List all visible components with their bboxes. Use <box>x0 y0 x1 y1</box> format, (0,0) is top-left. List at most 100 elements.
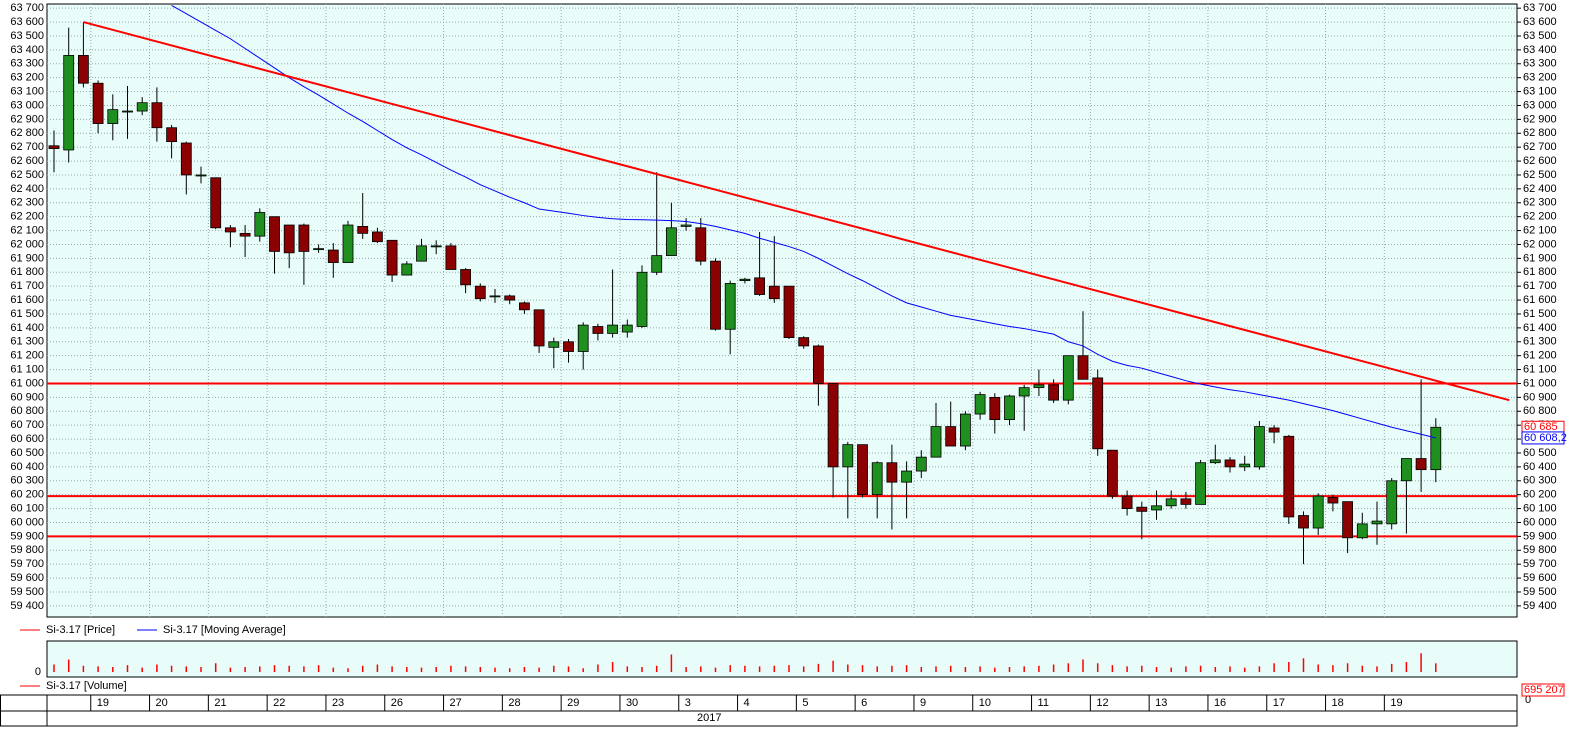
y-tick-label: 61 700 <box>1523 280 1557 292</box>
y-tick-label: 62 600 <box>1523 155 1557 167</box>
x-tick-label: 27 <box>450 697 462 709</box>
candle-body <box>107 109 119 124</box>
candle-body <box>915 456 927 472</box>
y-tick-label: 60 200 <box>10 489 44 501</box>
candle-body <box>989 396 1001 421</box>
candle-body <box>357 226 369 234</box>
y-tick-label: 60 000 <box>10 516 44 528</box>
x-tick-label: 3 <box>685 697 691 709</box>
candle-body <box>960 413 971 447</box>
y-tick-label: 61 400 <box>1523 322 1557 334</box>
candle-body <box>1018 387 1030 397</box>
candle-body <box>92 82 104 124</box>
y-tick-label: 59 900 <box>10 530 44 542</box>
candle-body <box>577 324 589 352</box>
y-tick-label: 61 900 <box>10 252 44 264</box>
x-tick-label: 11 <box>1038 697 1049 709</box>
y-tick-label: 61 600 <box>10 294 44 306</box>
value-label: 60 685 <box>1524 421 1558 433</box>
candle-body <box>1254 426 1265 468</box>
y-tick-label: 62 900 <box>10 113 44 125</box>
candle-body <box>680 224 692 227</box>
candle-body <box>651 255 663 273</box>
candle-body <box>1386 480 1398 525</box>
candle-body <box>78 55 89 84</box>
legend-label: Si-3.17 [Volume] <box>46 680 127 692</box>
candle-body <box>180 142 192 176</box>
candle-body <box>210 177 222 229</box>
volume-tick-label: 0 <box>35 666 41 678</box>
candle-body <box>1298 515 1309 529</box>
y-tick-label: 62 200 <box>10 211 44 223</box>
y-tick-label: 61 200 <box>1523 350 1557 362</box>
candle-body <box>1283 435 1295 518</box>
candle-body <box>1165 498 1177 507</box>
candle-body <box>371 231 383 243</box>
candle-body <box>886 462 898 483</box>
value-box <box>1521 683 1565 697</box>
y-tick-label: 61 300 <box>10 336 44 348</box>
candle-body <box>1430 426 1442 471</box>
y-tick-label: 59 900 <box>1523 530 1557 542</box>
candle-body <box>768 285 780 300</box>
candle-body <box>1121 495 1133 509</box>
y-tick-label: 61 800 <box>1523 266 1557 278</box>
candle-body <box>1092 377 1104 450</box>
candle-body <box>401 263 413 276</box>
candle-body <box>239 232 251 237</box>
y-tick-label: 61 100 <box>1523 363 1557 375</box>
y-tick-label: 60 200 <box>1523 489 1557 501</box>
y-tick-label: 62 000 <box>1523 238 1557 250</box>
candle-body <box>519 302 530 311</box>
candle-body <box>857 444 868 496</box>
candle-body <box>563 341 574 352</box>
candle-body <box>1209 459 1221 464</box>
x-tick-label: 23 <box>332 697 344 709</box>
y-tick-label: 63 500 <box>1523 30 1557 42</box>
candle-body <box>533 309 545 347</box>
y-tick-label: 63 600 <box>10 16 44 28</box>
y-tick-label: 60 300 <box>1523 475 1557 487</box>
candle-body <box>945 426 957 447</box>
plot-layer <box>47 4 1517 617</box>
y-tick-label: 59 800 <box>1523 544 1557 556</box>
candle-body <box>636 271 648 327</box>
y-tick-label: 63 500 <box>10 30 44 42</box>
candle-body <box>1151 505 1162 511</box>
y-tick-label: 62 500 <box>10 169 44 181</box>
value-label: 695 207 <box>1524 684 1564 696</box>
y-tick-label: 62 900 <box>1523 113 1557 125</box>
y-tick-label: 59 800 <box>10 544 44 556</box>
candle-body <box>474 285 486 300</box>
candle-body <box>871 462 883 496</box>
candle-body <box>1239 463 1251 468</box>
candle-body <box>1268 427 1280 433</box>
y-tick-label: 60 100 <box>1523 502 1557 514</box>
candle-body <box>504 295 516 301</box>
y-tick-label: 61 300 <box>1523 336 1557 348</box>
candle-body <box>151 102 163 129</box>
y-tick-label: 61 500 <box>10 308 44 320</box>
y-tick-label: 60 600 <box>10 433 44 445</box>
y-tick-label: 63 300 <box>1523 58 1557 70</box>
candle-body <box>445 245 457 270</box>
y-tick-label: 63 700 <box>10 2 44 14</box>
candle-body <box>327 249 339 263</box>
y-tick-label: 63 200 <box>10 72 44 84</box>
candle-body <box>298 224 310 252</box>
y-tick-label: 63 000 <box>10 99 44 111</box>
y-tick-label: 59 600 <box>10 572 44 584</box>
y-tick-label: 62 200 <box>1523 211 1557 223</box>
candle-body <box>489 295 501 298</box>
y-tick-label: 61 800 <box>10 266 44 278</box>
candle-body <box>63 55 75 151</box>
y-tick-label: 59 400 <box>10 600 44 612</box>
candle-body <box>1371 520 1383 525</box>
candle-body <box>592 326 604 334</box>
x-tick-label: 21 <box>214 697 226 709</box>
candle-body <box>1356 523 1368 539</box>
value-box <box>1521 431 1565 445</box>
y-tick-label: 62 800 <box>1523 127 1557 139</box>
x-tick-label: 30 <box>626 697 638 709</box>
